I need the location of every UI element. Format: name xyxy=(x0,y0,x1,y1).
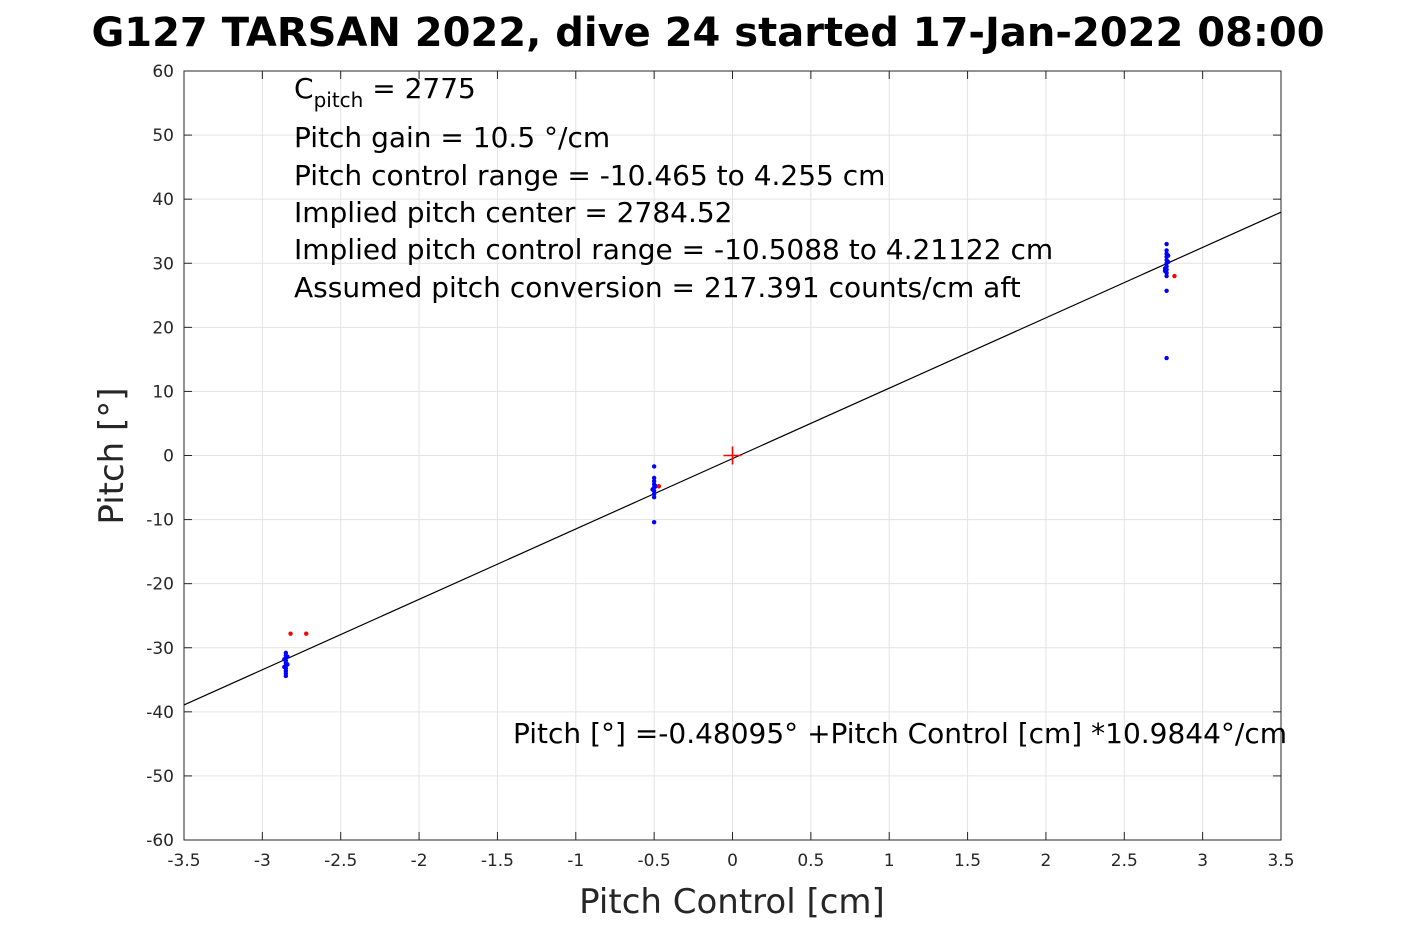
y-tick-label: 10 xyxy=(152,382,174,402)
implied-pitch-center-annotation: Implied pitch center = 2784.52 xyxy=(294,196,732,229)
x-tick-label: -3 xyxy=(254,851,271,871)
x-tick-label: 0.5 xyxy=(797,851,824,871)
x-axis-label: Pitch Control [cm] xyxy=(579,882,885,922)
x-tick-label: -2.5 xyxy=(324,851,357,871)
pitch-gain-annotation: Pitch gain = 10.5 °/cm xyxy=(294,121,610,154)
data-point xyxy=(656,484,662,489)
y-tick-label: -40 xyxy=(146,703,174,723)
y-tick-label: 20 xyxy=(152,318,174,338)
data-point xyxy=(1164,273,1169,279)
data-point xyxy=(651,494,657,500)
implied-control-range-annotation: Implied pitch control range = -10.5088 t… xyxy=(294,233,1053,266)
data-point xyxy=(653,484,658,489)
data-point xyxy=(1164,241,1169,247)
y-tick-label: 60 xyxy=(152,62,174,82)
data-point xyxy=(651,464,657,469)
x-tick-label: 3.5 xyxy=(1267,851,1294,871)
data-point xyxy=(651,478,657,484)
x-tick-label: 2 xyxy=(1041,851,1052,871)
data-point xyxy=(304,631,309,636)
data-point xyxy=(1165,259,1171,265)
x-tick-label: -0.5 xyxy=(638,851,671,871)
x-tick-label: -1.5 xyxy=(481,851,514,871)
data-point xyxy=(1164,288,1169,294)
x-axis-ticks: -3.5 -3 -2.5 -2 -1.5 -1 -0.5 0 0.5 1 1.5 2 2.5 3 3.5 xyxy=(167,71,1295,871)
y-axis-label: Pitch [°] xyxy=(92,387,132,524)
y-tick-label: -60 xyxy=(146,831,174,851)
y-tick-label: 0 xyxy=(163,447,174,467)
data-point xyxy=(651,491,657,497)
data-point xyxy=(1164,248,1169,253)
data-point xyxy=(1172,273,1177,279)
data-point xyxy=(288,631,293,636)
y-tick-label: -20 xyxy=(146,575,174,595)
data-point xyxy=(650,487,655,492)
y-tick-label: 40 xyxy=(152,190,174,210)
data-point xyxy=(1165,253,1171,258)
y-tick-label: 50 xyxy=(152,126,174,146)
y-tick-label: -30 xyxy=(146,639,174,659)
x-tick-label: -2 xyxy=(411,851,428,871)
y-tick-label: 30 xyxy=(152,254,174,274)
data-point xyxy=(1164,355,1169,361)
data-point xyxy=(651,475,657,481)
pitch-control-range-annotation: Pitch control range = -10.465 to 4.255 c… xyxy=(294,159,885,192)
x-tick-label: 3 xyxy=(1197,851,1208,871)
pitch-conversion-annotation: Assumed pitch conversion = 217.391 count… xyxy=(294,271,1021,304)
data-point xyxy=(285,662,290,667)
data-points xyxy=(282,241,1177,679)
x-tick-label: 0 xyxy=(727,851,738,871)
center-marker xyxy=(723,446,742,465)
x-tick-label: -3.5 xyxy=(167,851,200,871)
x-tick-label: -1 xyxy=(567,851,584,871)
data-point xyxy=(1162,268,1168,274)
x-tick-label: 2.5 xyxy=(1111,851,1138,871)
fit-equation-annotation: Pitch [°] =-0.48095° +Pitch Control [cm]… xyxy=(513,717,1287,750)
data-point xyxy=(282,664,287,670)
data-point xyxy=(651,519,657,525)
data-point xyxy=(285,654,290,659)
y-tick-label: -50 xyxy=(146,767,174,787)
data-point xyxy=(282,657,287,662)
x-tick-label: 1.5 xyxy=(954,851,981,871)
data-point xyxy=(283,673,289,679)
y-tick-label: -10 xyxy=(146,511,174,531)
chart-title: G127 TARSAN 2022, dive 24 started 17-Jan… xyxy=(91,10,1324,56)
x-tick-label: 1 xyxy=(884,851,895,871)
c-pitch-annotation: Cpitch = 2775 xyxy=(294,72,476,112)
y-axis-ticks: -60 -50 -40 -30 -20 -10 0 10 20 30 40 50 60 xyxy=(146,62,1281,851)
grid xyxy=(183,70,1282,841)
